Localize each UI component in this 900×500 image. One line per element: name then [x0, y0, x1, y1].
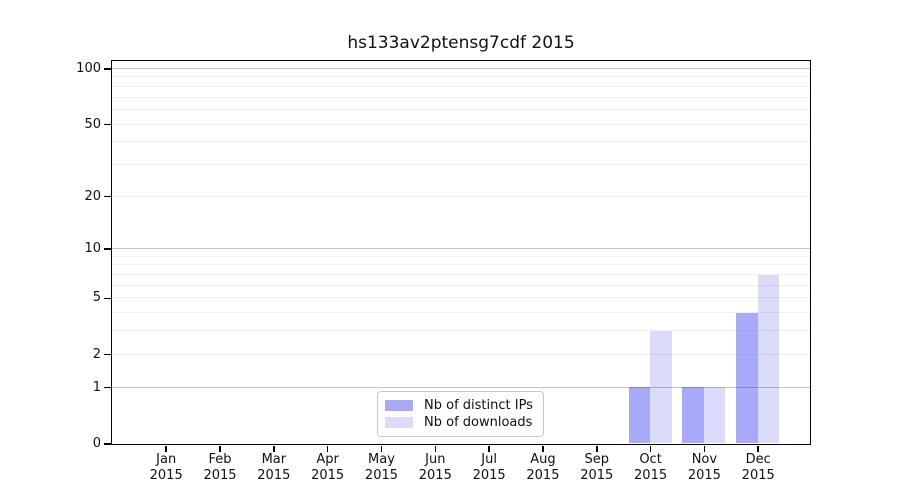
y-axis-tick	[104, 68, 111, 70]
grid-line-minor	[111, 255, 810, 257]
grid-line-minor	[111, 312, 810, 314]
x-tick-label: Jan 2015	[149, 452, 183, 483]
y-tick-label: 20	[84, 188, 101, 204]
y-axis-tick	[104, 248, 111, 250]
x-tick-label: Mar 2015	[257, 452, 291, 483]
y-axis-tick	[104, 123, 111, 126]
x-axis-tick	[326, 445, 329, 452]
grid-line-minor	[111, 163, 810, 165]
grid-line-minor	[111, 353, 810, 355]
grid-line-minor	[111, 195, 810, 197]
x-axis-tick	[434, 445, 437, 452]
y-tick-label: 100	[76, 61, 101, 76]
x-tick-label: Sep 2015	[580, 452, 614, 483]
grid-line-major	[111, 248, 810, 250]
x-axis-tick	[273, 445, 275, 452]
y-tick-label: 1	[92, 379, 101, 395]
bar	[650, 330, 672, 444]
x-axis-tick	[703, 445, 706, 452]
grid-line-minor	[111, 264, 810, 266]
x-tick-label: Feb 2015	[203, 452, 237, 483]
grid-layer	[111, 61, 810, 444]
x-tick-label: Jul 2015	[472, 452, 506, 483]
grid-line-minor	[111, 141, 810, 143]
legend-label: Nb of distinct IPs	[424, 398, 533, 413]
y-axis-tick	[104, 353, 111, 356]
bar	[682, 387, 704, 444]
x-tick-label: Nov 2015	[687, 452, 721, 483]
grid-line-major	[111, 386, 810, 388]
bar	[628, 387, 651, 444]
legend-label: Nb of downloads	[424, 415, 533, 430]
legend-swatch	[385, 400, 413, 411]
x-axis-tick	[488, 445, 490, 452]
x-tick-label: Aug 2015	[526, 452, 560, 483]
grid-line-minor	[111, 108, 810, 110]
bar	[703, 387, 726, 444]
x-axis-tick	[542, 445, 544, 452]
chart-title: hs133av2ptensg7cdf 2015	[347, 33, 575, 53]
grid-line-minor	[111, 274, 810, 276]
x-tick-label: Dec 2015	[741, 452, 775, 483]
grid-line-minor	[111, 123, 810, 125]
y-tick-label: 5	[92, 290, 101, 306]
y-tick-label: 10	[84, 241, 101, 257]
grid-line-major	[111, 68, 810, 69]
grid-line-minor	[111, 96, 810, 98]
bars-layer	[112, 61, 810, 444]
y-tick-label: 0	[92, 436, 101, 451]
x-axis-tick	[757, 445, 759, 452]
bar	[736, 312, 758, 444]
y-tick-label: 2	[92, 346, 101, 362]
x-tick-label: Apr 2015	[311, 452, 345, 483]
y-axis-tick	[104, 386, 111, 389]
grid-line-minor	[111, 76, 810, 78]
grid-line-minor	[111, 297, 810, 299]
x-tick-label: May 2015	[364, 452, 399, 483]
y-axis-tick	[104, 195, 111, 198]
x-axis-tick	[380, 445, 383, 452]
legend: Nb of distinct IPs Nb of downloads	[377, 391, 544, 437]
x-axis-tick	[219, 445, 221, 452]
y-axis-tick	[104, 443, 111, 445]
grid-line-minor	[111, 330, 810, 332]
legend-item: Nb of distinct IPs	[385, 397, 535, 414]
legend-swatch	[385, 417, 413, 428]
grid-line-minor	[111, 85, 810, 87]
x-tick-label: Oct 2015	[634, 452, 668, 483]
y-axis-tick	[104, 297, 111, 300]
x-axis-tick	[596, 445, 598, 452]
legend-item: Nb of downloads	[385, 414, 535, 431]
y-tick-label: 50	[84, 116, 101, 132]
x-axis-tick	[649, 445, 652, 452]
grid-line-minor	[111, 284, 810, 286]
bar	[757, 274, 780, 444]
x-axis-tick	[165, 445, 167, 452]
x-tick-label: Jun 2015	[418, 452, 452, 483]
plot-area	[110, 59, 811, 445]
